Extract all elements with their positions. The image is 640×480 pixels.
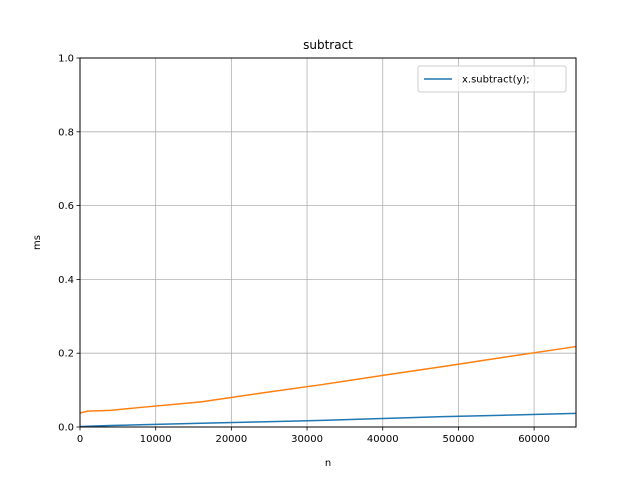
y-tick-label: 1.0: [58, 54, 74, 65]
y-axis-label: ms: [32, 235, 43, 250]
series-lines: [79, 345, 577, 428]
x-tick-label: 0: [77, 434, 83, 445]
x-tick-label: 10000: [140, 434, 172, 445]
x-tick-label: 60000: [518, 434, 550, 445]
y-tick-label: 0.8: [58, 127, 74, 138]
legend-box: [417, 65, 567, 93]
plot-frame: [79, 57, 577, 428]
x-tick-label: 30000: [291, 434, 323, 445]
y-tick-label: 0.2: [58, 349, 74, 360]
legend-entry: x.subtract(y);: [462, 75, 530, 86]
x-axis-label: n: [325, 458, 331, 469]
y-tick-label: 0.0: [58, 423, 74, 434]
x-tick-label: 50000: [443, 434, 475, 445]
y-tick-label: 0.6: [58, 201, 74, 212]
y-tick-label: 0.4: [58, 275, 74, 286]
legend: x.subtract(y);: [417, 65, 567, 93]
x-tick-label: 40000: [367, 434, 399, 445]
series-line-0: [79, 412, 577, 428]
chart-title: subtract: [303, 38, 353, 52]
series-line-1: [79, 345, 577, 414]
axis-ticks: 0 10000 20000 30000 40000 50000 60000 0.0 0.2 0.4…: [58, 54, 550, 446]
x-tick-label: 20000: [215, 434, 247, 445]
